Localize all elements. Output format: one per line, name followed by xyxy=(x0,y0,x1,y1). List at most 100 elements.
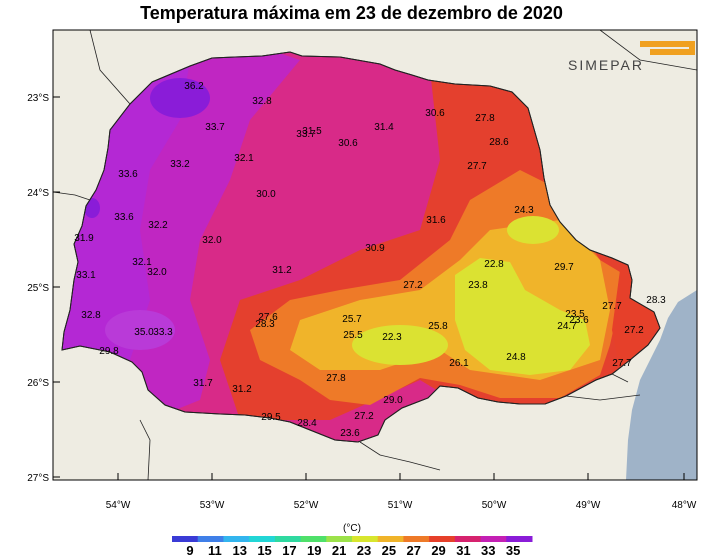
station-value: 33.7 xyxy=(205,122,225,133)
station-value: 32.8 xyxy=(252,96,272,107)
lon-tick-label: 51°W xyxy=(388,500,413,511)
station-value: 27.7 xyxy=(612,358,632,369)
colorbar-swatch xyxy=(480,536,507,542)
lon-tick-label: 54°W xyxy=(106,500,131,511)
station-value: 30.9 xyxy=(365,243,385,254)
colorbar-tick-label: 27 xyxy=(406,543,420,558)
station-value: 28.3 xyxy=(646,295,666,306)
map-title: Temperatura máxima em 23 de dezembro de … xyxy=(140,3,563,23)
colorbar-tick-label: 13 xyxy=(232,543,246,558)
colorbar-unit: (°C) xyxy=(343,523,361,534)
station-value: 29.0 xyxy=(383,395,403,406)
station-value: 25.7 xyxy=(342,314,362,325)
station-value: 30.6 xyxy=(338,138,358,149)
station-value: 25.8 xyxy=(428,321,448,332)
colorbar-swatch xyxy=(326,536,353,542)
colorbar-swatch xyxy=(403,536,430,542)
station-value: 24.7 xyxy=(557,321,577,332)
colorbar-swatch xyxy=(429,536,456,542)
station-value: 32.0 xyxy=(147,267,167,278)
colorbar-tick-label: 19 xyxy=(307,543,321,558)
latitude-ticks: 23°S 24°S 25°S 26°S 27°S xyxy=(27,93,60,484)
station-value: 23.6 xyxy=(569,315,589,326)
station-value: 31.9 xyxy=(74,233,94,244)
station-value: 33.6 xyxy=(114,212,134,223)
ocean xyxy=(626,290,697,480)
station-value: 33.3 xyxy=(153,327,173,338)
station-value: 27.7 xyxy=(467,161,487,172)
colorbar-tick-label: 15 xyxy=(257,543,271,558)
station-value: 29.7 xyxy=(554,262,574,273)
colorbar-tick-label: 21 xyxy=(332,543,346,558)
colorbar-tick-label: 11 xyxy=(208,543,222,558)
state-outline xyxy=(61,51,661,443)
station-value: 27.7 xyxy=(602,301,622,312)
station-value: 23.5 xyxy=(565,309,585,320)
station-value: 32.2 xyxy=(148,220,168,231)
station-value: 27.8 xyxy=(475,113,495,124)
station-value: 28.6 xyxy=(489,137,509,148)
colorbar-tick-label: 23 xyxy=(357,543,371,558)
svg-text:SIMEPAR: SIMEPAR xyxy=(568,57,644,73)
station-value: 31.5 xyxy=(302,126,322,137)
colorbar-swatch xyxy=(172,536,199,542)
colorbar-swatch xyxy=(249,536,276,542)
colorbar-tick-label: 25 xyxy=(382,543,396,558)
lon-tick-label: 49°W xyxy=(576,500,601,511)
station-value: 30.6 xyxy=(425,108,445,119)
lon-tick-label: 50°W xyxy=(482,500,507,511)
station-value: 24.3 xyxy=(514,205,534,216)
station-value: 27.2 xyxy=(354,411,374,422)
longitude-ticks: 54°W 53°W 52°W 51°W 50°W 49°W 48°W xyxy=(106,473,697,511)
lon-tick-label: 52°W xyxy=(294,500,319,511)
station-value: 32.1 xyxy=(132,257,152,268)
station-value: 22.3 xyxy=(382,332,402,343)
station-value: 30.0 xyxy=(256,189,276,200)
station-value: 27.2 xyxy=(403,280,423,291)
colorbar-tick-label: 17 xyxy=(282,543,296,558)
temperature-field xyxy=(62,52,660,442)
lat-tick-label: 25°S xyxy=(27,283,49,294)
station-value: 29.8 xyxy=(99,346,119,357)
station-value: 29.5 xyxy=(261,412,281,423)
station-value: 23.6 xyxy=(340,428,360,439)
colorbar-swatch xyxy=(377,536,404,542)
colorbar-tick-label: 33 xyxy=(481,543,495,558)
station-value: 24.8 xyxy=(506,352,526,363)
station-value: 31.7 xyxy=(193,378,213,389)
station-value: 31.2 xyxy=(272,265,292,276)
map-frame xyxy=(52,29,698,481)
colorbar-swatch xyxy=(223,536,250,542)
station-value: 27.8 xyxy=(326,373,346,384)
station-value: 26.1 xyxy=(449,358,469,369)
lon-tick-label: 48°W xyxy=(672,500,697,511)
station-value: 31.4 xyxy=(374,122,394,133)
station-value: 32.1 xyxy=(234,153,254,164)
simepar-logo: SIMEPAR xyxy=(568,41,695,73)
station-value: 33.7 xyxy=(296,129,316,140)
station-value: 27.6 xyxy=(258,312,278,323)
station-value: 28.4 xyxy=(297,418,317,429)
station-value: 25.5 xyxy=(343,330,363,341)
lat-tick-label: 26°S xyxy=(27,378,49,389)
station-value: 27.2 xyxy=(624,325,644,336)
colorbar: 9 11 13 15 17 19 21 23 25 27 29 31 33 35 xyxy=(172,536,533,558)
station-value: 36.2 xyxy=(184,81,204,92)
colorbar-swatch xyxy=(300,536,327,542)
station-value: 32.8 xyxy=(81,310,101,321)
lat-tick-label: 23°S xyxy=(27,93,49,104)
colorbar-swatch xyxy=(274,536,302,542)
station-value: 33.6 xyxy=(118,169,138,180)
station-value: 35.0 xyxy=(134,327,154,338)
lat-tick-label: 27°S xyxy=(27,473,49,484)
station-value: 32.0 xyxy=(202,235,222,246)
station-value: 22.8 xyxy=(484,259,504,270)
colorbar-swatch xyxy=(197,536,224,542)
station-value: 33.2 xyxy=(170,159,190,170)
colorbar-swatch xyxy=(506,536,533,542)
station-value: 23.8 xyxy=(468,280,488,291)
borders xyxy=(53,30,697,480)
colorbar-tick-label: 31 xyxy=(456,543,470,558)
station-value: 33.1 xyxy=(76,270,96,281)
